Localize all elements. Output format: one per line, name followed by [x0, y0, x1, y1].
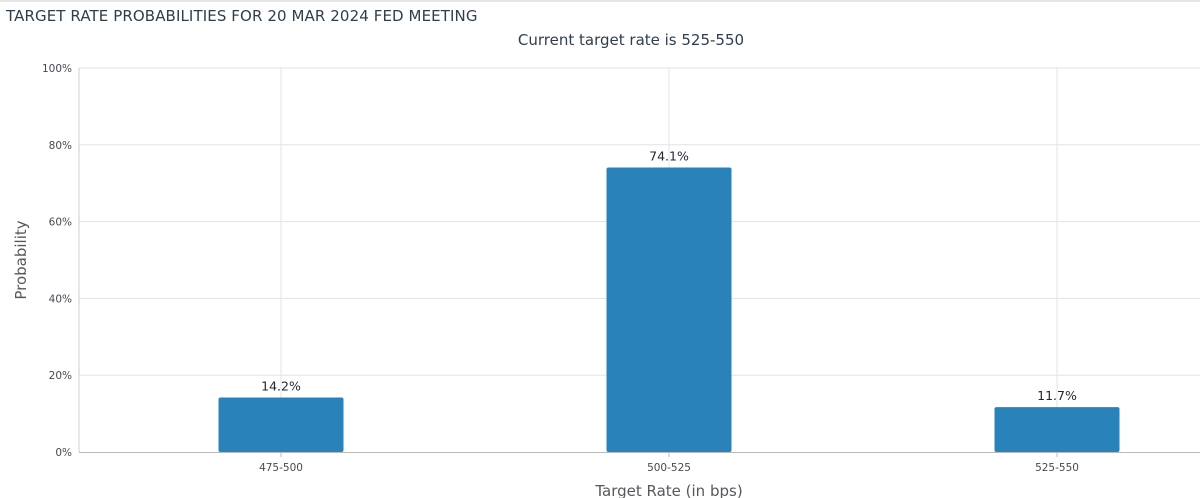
chart-subtitle: Current target rate is 525-550 [517, 31, 745, 49]
top-border [0, 0, 1200, 2]
data-label: 14.2% [261, 378, 301, 393]
x-tick-label: 525-550 [1035, 462, 1079, 474]
y-tick-label: 20% [49, 370, 72, 382]
y-tick-label: 100% [42, 63, 72, 75]
x-tick-label: 475-500 [259, 462, 303, 474]
y-axis-title: Probability [12, 220, 30, 299]
y-tick-label: 0% [55, 447, 72, 459]
bars: 14.2% 74.1% 11.7% [218, 148, 1120, 452]
y-tick-label: 40% [49, 293, 72, 305]
y-tick-label: 60% [49, 217, 72, 229]
y-tick-label: 80% [49, 140, 72, 152]
axes: 0% 20% 40% 60% 80% 100% 475-500 500-525 525-550 [42, 63, 1200, 474]
x-tick-label: 500-525 [647, 462, 691, 474]
data-label: 74.1% [649, 148, 689, 163]
bar-500-525[interactable] [606, 167, 732, 452]
bar-525-550[interactable] [994, 407, 1120, 452]
data-label: 11.7% [1037, 388, 1077, 403]
chart-title: TARGET RATE PROBABILITIES FOR 20 MAR 202… [6, 7, 478, 25]
x-axis-title: Target Rate (in bps) [594, 482, 742, 498]
bar-475-500[interactable] [218, 397, 344, 452]
